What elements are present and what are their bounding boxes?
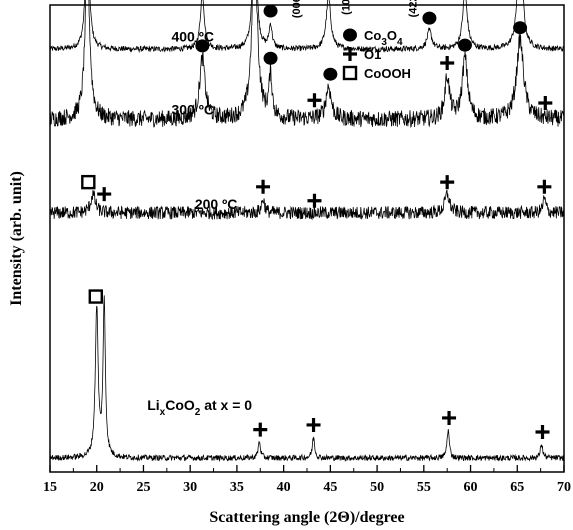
o1-marker-icon	[535, 424, 550, 439]
series-label-part: Li	[147, 397, 159, 413]
legend-label-part: 3	[381, 37, 387, 48]
o1-marker-icon	[307, 93, 322, 108]
cooh-marker-icon	[88, 289, 103, 304]
hkl-label: (422)	[408, 0, 420, 17]
legend-entry-label: O1	[364, 47, 381, 62]
o1-marker-icon	[440, 175, 455, 190]
co3o4-marker-icon	[513, 21, 528, 35]
legend-entry-label: CoOOH	[364, 66, 411, 81]
legend-entry-label: Co3O4	[364, 28, 403, 48]
series-label-2: 200 ºC	[195, 196, 237, 212]
x-axis: 15 20 25 30 35 40 45 50 55 60 65 70	[43, 465, 571, 495]
o1-marker-icon	[306, 417, 321, 432]
labels-layer: (003)(220)(101)(102)(006)(104)(422)(511)…	[147, 0, 420, 418]
x-tick-label: 30	[183, 480, 197, 495]
o1-marker-icon	[440, 56, 455, 71]
series-label-part: 2	[195, 407, 201, 418]
series-label-part: CoO	[165, 397, 195, 413]
series-trace-0	[49, 0, 565, 54]
series-label-part: x	[160, 407, 166, 418]
co3o4-marker-icon	[263, 51, 278, 65]
x-axis-label: Scattering angle (2Θ)/degree	[209, 509, 404, 526]
x-tick-label: 70	[557, 480, 571, 495]
x-tick-label: 55	[417, 480, 431, 495]
co3o4-marker-icon	[422, 11, 437, 25]
co3o4-marker-icon	[195, 39, 210, 53]
x-tick-label: 35	[230, 480, 244, 495]
hkl-label: (104)	[340, 0, 352, 15]
series-label-0: 400 ºC	[171, 28, 213, 44]
plot-frame	[49, 4, 565, 473]
o1-marker-icon	[97, 187, 112, 202]
legend-label-part: O	[387, 28, 397, 43]
co3o4-marker-icon	[323, 67, 338, 81]
series-trace-2	[49, 189, 565, 221]
series-label-3: LixCoO2 at x = 0	[147, 397, 252, 418]
x-tick-label: 50	[370, 480, 384, 495]
series-label-part: at x = 0	[200, 397, 252, 413]
x-tick-label: 60	[464, 480, 478, 495]
o1-marker-icon	[253, 422, 268, 437]
o1-marker-icon	[442, 410, 457, 425]
y-axis-label: Intensity (arb. unit)	[8, 171, 25, 306]
o1-marker-icon	[343, 47, 357, 61]
cooh-marker-icon	[342, 65, 358, 81]
o1-marker-icon	[537, 179, 552, 194]
series-trace-1	[49, 0, 565, 128]
x-tick-label: 45	[323, 480, 337, 495]
series-trace-3	[49, 295, 565, 463]
co3o4-marker-icon	[457, 38, 472, 52]
series-label-1: 300 ºC	[171, 101, 213, 117]
co3o4-marker-icon	[263, 4, 278, 18]
legend-label-part: Co	[364, 28, 381, 43]
traces-layer	[49, 0, 565, 463]
x-tick-label: 15	[43, 480, 57, 495]
o1-marker-icon	[307, 193, 322, 208]
cooh-marker-icon	[81, 174, 96, 190]
hkl-label: (006)	[291, 0, 303, 18]
x-tick-label: 20	[90, 480, 104, 495]
x-tick-label: 25	[136, 480, 150, 495]
markers-layer	[81, 4, 553, 439]
legend-label-part: 4	[397, 37, 403, 48]
o1-marker-icon	[538, 95, 553, 110]
x-tick-label: 65	[510, 480, 524, 495]
o1-marker-icon	[256, 179, 271, 194]
x-tick-label: 40	[277, 480, 291, 495]
co3o4-marker-icon	[343, 28, 357, 42]
